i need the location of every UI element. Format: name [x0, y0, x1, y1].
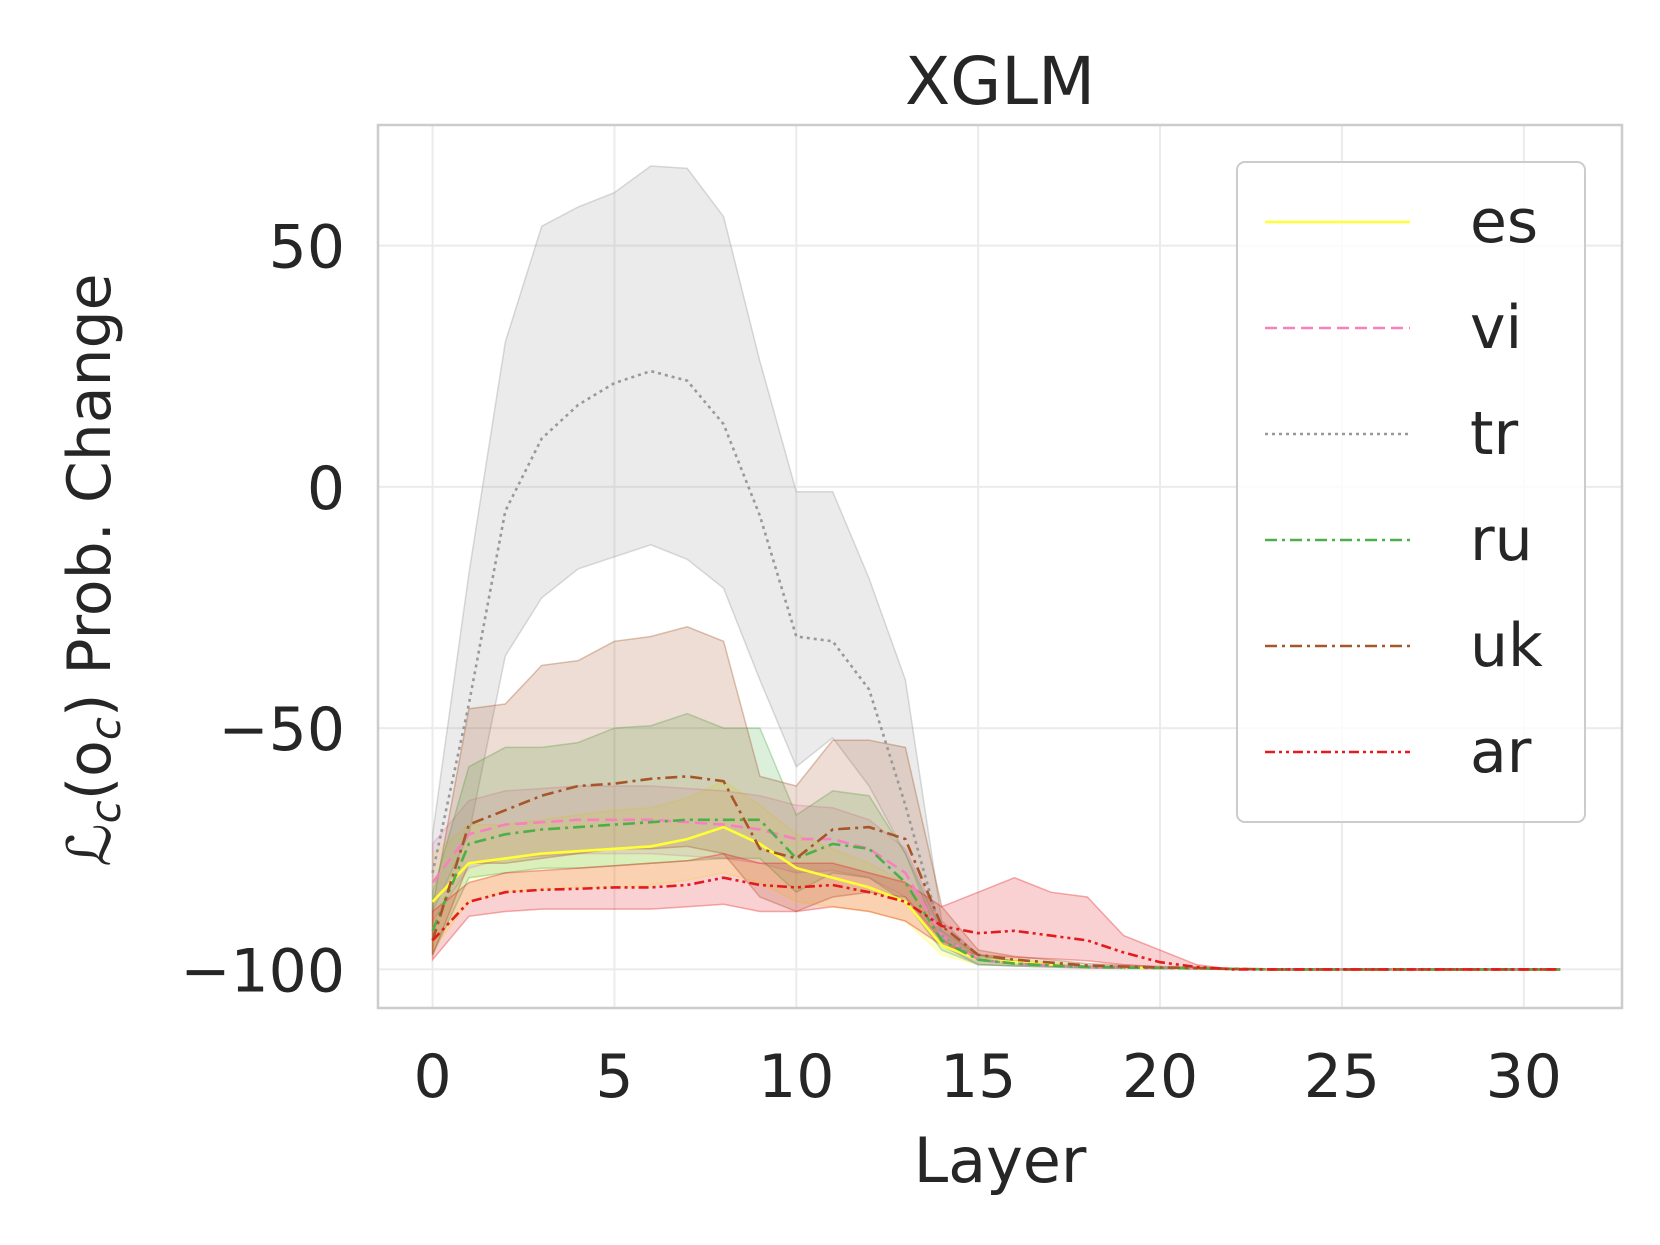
legend: es vi tr ru uk ar — [1236, 161, 1586, 823]
y-axis-label-sub-1: c — [81, 800, 130, 823]
x-tick-label: 15 — [940, 1042, 1016, 1112]
legend-label-es: es — [1470, 187, 1538, 257]
legend-label-uk: uk — [1470, 611, 1543, 681]
chart-title: XGLM — [905, 43, 1095, 120]
legend-label-ru: ru — [1470, 505, 1533, 575]
x-tick-label: 0 — [413, 1042, 451, 1112]
plot-frame — [376, 123, 1624, 1010]
x-tick-label: 30 — [1486, 1042, 1562, 1112]
y-tick-label: 0 — [307, 454, 345, 524]
legend-label-vi: vi — [1470, 293, 1522, 363]
y-axis-label-mid: (o — [55, 740, 125, 800]
legend-label-tr: tr — [1470, 399, 1519, 469]
y-axis-label-sub-2: c — [81, 717, 130, 740]
y-tick-label: −100 — [180, 936, 345, 1006]
legend-box — [1236, 161, 1586, 823]
x-tick-label: 20 — [1122, 1042, 1198, 1112]
y-tick-label: −50 — [218, 695, 345, 765]
x-tick-labels: 0 5 10 15 20 25 30 — [413, 1042, 1562, 1112]
y-axis-label-symbol: ℒ — [55, 823, 125, 866]
y-axis-label-rest: ) Prob. Change — [55, 273, 125, 717]
y-tick-labels: 50 0 −50 −100 — [180, 213, 345, 1007]
series-lines — [431, 369, 1561, 971]
x-tick-label: 10 — [758, 1042, 834, 1112]
x-axis-label: Layer — [914, 1124, 1087, 1197]
x-tick-label: 5 — [595, 1042, 633, 1112]
y-axis-label: ℒc(oc) Prob. Change — [55, 273, 130, 866]
y-tick-label: 50 — [269, 213, 345, 283]
line-tr — [431, 369, 1561, 971]
legend-label-ar: ar — [1470, 717, 1532, 787]
line-ar — [431, 876, 1561, 971]
x-tick-label: 25 — [1304, 1042, 1380, 1112]
